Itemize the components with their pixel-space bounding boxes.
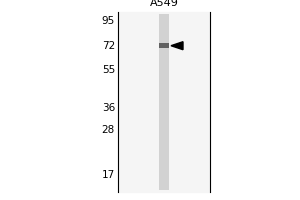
- Text: 95: 95: [102, 16, 115, 26]
- Bar: [159, 43, 169, 48]
- Text: 28: 28: [102, 125, 115, 135]
- Bar: [159, 14, 169, 190]
- Text: 36: 36: [102, 103, 115, 113]
- Text: A549: A549: [150, 0, 178, 8]
- Text: 17: 17: [102, 170, 115, 180]
- Text: 55: 55: [102, 65, 115, 75]
- Text: 72: 72: [102, 41, 115, 51]
- Polygon shape: [171, 42, 183, 50]
